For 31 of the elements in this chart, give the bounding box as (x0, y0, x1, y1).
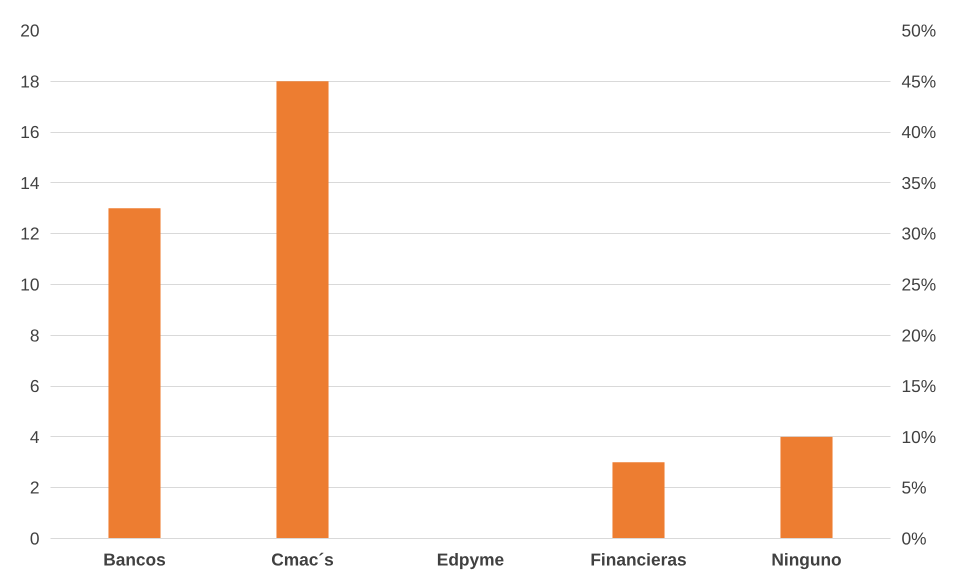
y-tick-label: 10 (20, 274, 40, 294)
x-tick-label: Ninguno (771, 550, 842, 570)
y2-tick-label: 0% (902, 528, 927, 548)
y-tick-label: 0 (30, 528, 40, 548)
y-tick-label: 20 (20, 20, 40, 40)
y2-tick-label: 5% (902, 478, 927, 498)
y2-tick-label: 40% (902, 122, 936, 142)
y2-tick-label: 15% (902, 376, 936, 396)
y2-tick-label: 35% (902, 172, 936, 193)
y2-tick-label: 10% (902, 426, 936, 447)
bar (276, 81, 329, 538)
bar (780, 436, 833, 538)
y-tick-label: 12 (20, 224, 40, 244)
y2-tick-label: 45% (902, 71, 936, 92)
x-tick-label: Financieras (590, 550, 687, 570)
y-tick-label: 14 (20, 172, 40, 193)
bar (108, 208, 161, 538)
bar (612, 462, 665, 538)
y-tick-label: 4 (30, 426, 40, 447)
y2-tick-label: 20% (902, 325, 936, 346)
y2-tick-label: 30% (902, 224, 936, 244)
y2-tick-label: 50% (902, 20, 936, 40)
y-tick-label: 18 (20, 71, 40, 92)
x-tick-label: Bancos (103, 550, 166, 570)
y-tick-label: 6 (30, 376, 40, 396)
y-tick-label: 8 (30, 325, 40, 346)
y-tick-label: 16 (20, 122, 40, 142)
x-tick-label: Cmac´s (271, 550, 334, 570)
y-tick-label: 2 (30, 478, 40, 498)
y2-tick-label: 25% (902, 274, 936, 294)
x-tick-label: Edpyme (436, 550, 505, 570)
